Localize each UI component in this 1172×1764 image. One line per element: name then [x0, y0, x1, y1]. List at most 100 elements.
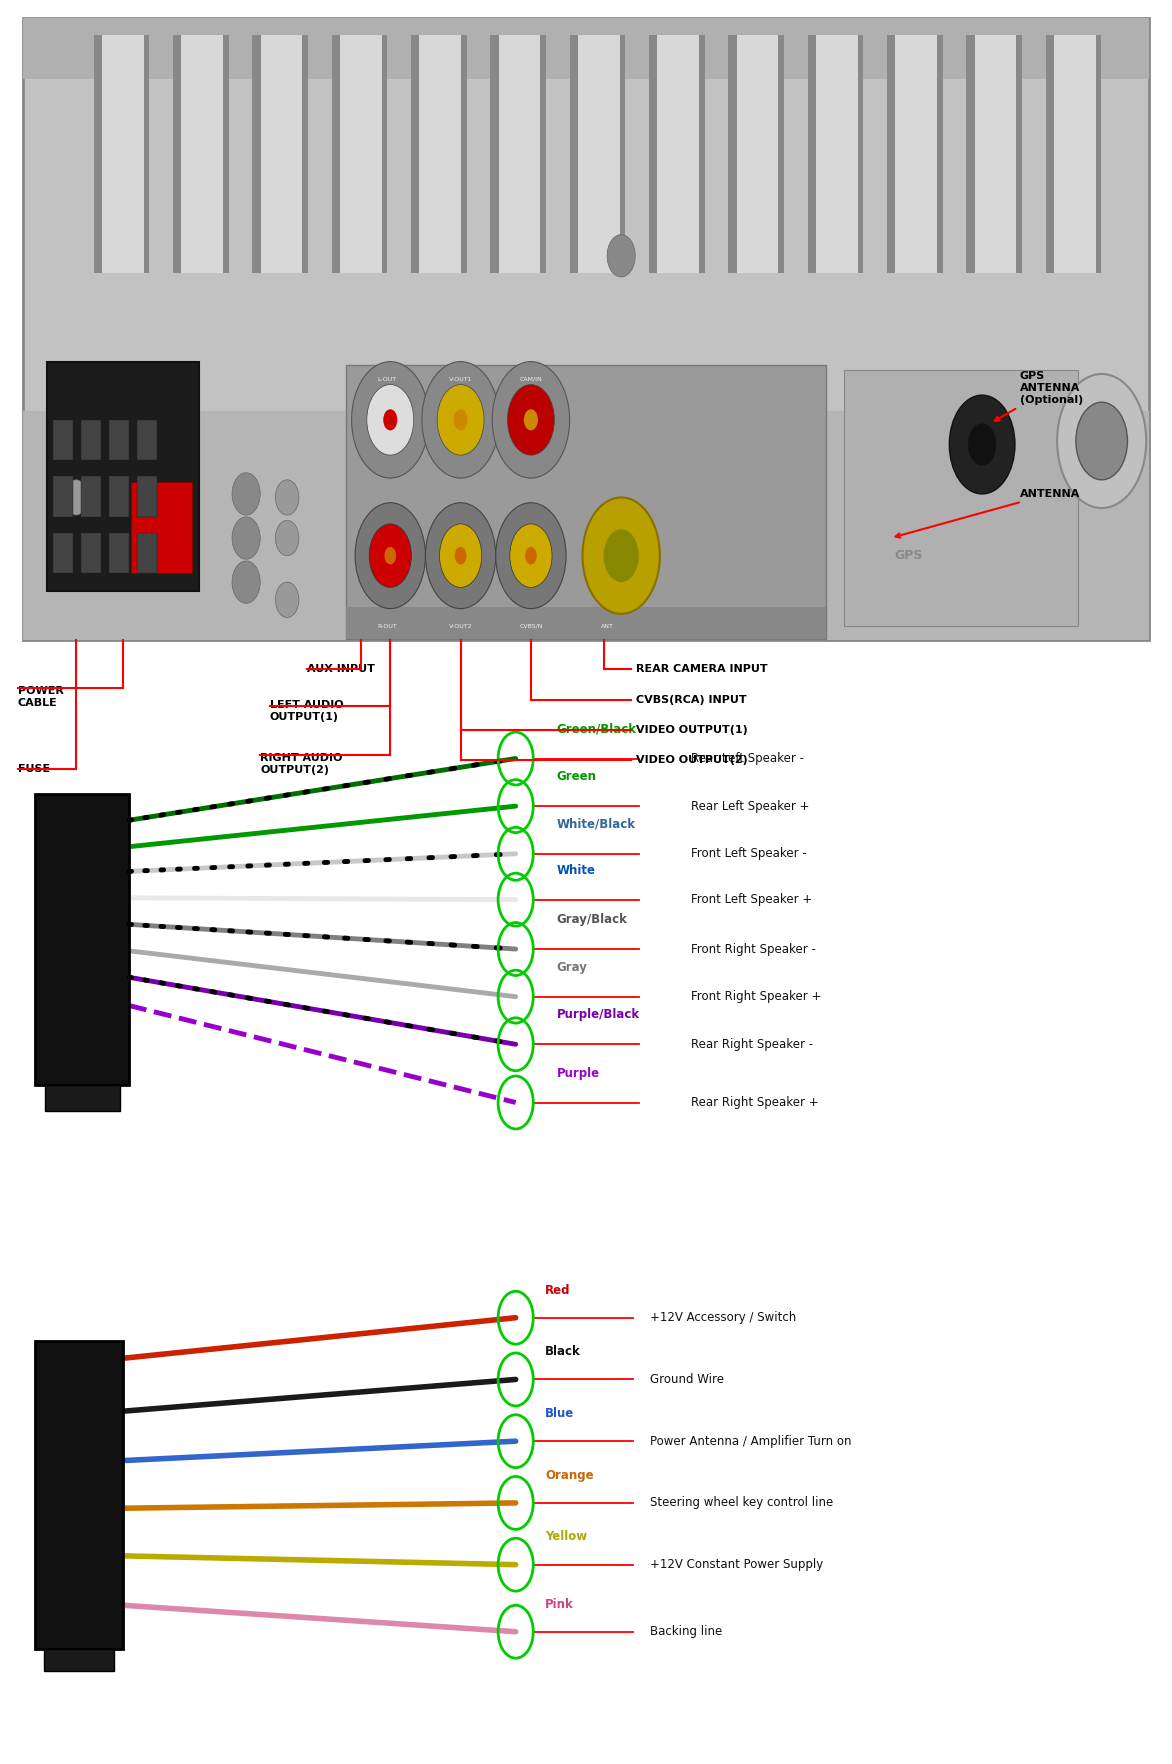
Bar — [895, 35, 938, 273]
Bar — [109, 420, 129, 460]
Text: Green/Black: Green/Black — [557, 723, 636, 736]
Circle shape — [352, 362, 429, 478]
Text: RIGHT AUDIO
OUTPUT(2): RIGHT AUDIO OUTPUT(2) — [260, 753, 342, 774]
Circle shape — [383, 409, 397, 430]
Bar — [346, 365, 826, 639]
Circle shape — [232, 517, 260, 559]
Text: VIDEO OUTPUT(2): VIDEO OUTPUT(2) — [636, 755, 748, 766]
Text: Red: Red — [545, 1284, 571, 1297]
Bar — [499, 35, 540, 273]
Circle shape — [422, 362, 499, 478]
Bar — [1045, 35, 1102, 273]
Bar — [649, 35, 704, 273]
Text: CVBS/N: CVBS/N — [519, 624, 543, 628]
Circle shape — [492, 362, 570, 478]
Circle shape — [507, 385, 554, 455]
Text: Orange: Orange — [545, 1469, 593, 1482]
Circle shape — [949, 395, 1015, 494]
Circle shape — [510, 524, 552, 587]
Circle shape — [582, 497, 660, 614]
Bar — [81, 533, 101, 573]
Bar — [102, 35, 144, 273]
Text: White/Black: White/Black — [557, 818, 635, 831]
Circle shape — [437, 385, 484, 455]
Bar — [420, 35, 461, 273]
Bar — [137, 533, 157, 573]
Text: Rear Left Speaker -: Rear Left Speaker - — [691, 751, 804, 766]
Bar — [729, 35, 784, 273]
Bar — [137, 420, 157, 460]
Circle shape — [525, 547, 537, 564]
Bar — [808, 35, 864, 273]
Text: ANTENNA: ANTENNA — [895, 489, 1081, 538]
Circle shape — [496, 503, 566, 609]
Text: Yellow: Yellow — [545, 1531, 587, 1544]
Bar — [332, 35, 387, 273]
Bar — [975, 35, 1016, 273]
Bar — [182, 35, 223, 273]
Bar — [260, 35, 302, 273]
Bar — [35, 794, 129, 1085]
Bar — [53, 476, 73, 517]
Bar — [844, 370, 1078, 626]
Bar — [570, 35, 626, 273]
Text: Rear Left Speaker +: Rear Left Speaker + — [691, 799, 810, 813]
Circle shape — [425, 503, 496, 609]
Bar — [81, 476, 101, 517]
Text: ANT: ANT — [601, 624, 613, 628]
Circle shape — [455, 547, 466, 564]
Bar — [35, 1341, 123, 1649]
Bar — [887, 35, 942, 273]
Text: Front Left Speaker +: Front Left Speaker + — [691, 893, 812, 907]
Text: CAM/IN: CAM/IN — [519, 377, 543, 381]
Bar — [23, 411, 1149, 640]
Text: White: White — [557, 864, 595, 877]
Text: Green: Green — [557, 771, 597, 783]
Bar — [53, 533, 73, 573]
Circle shape — [64, 480, 88, 515]
Bar — [490, 35, 546, 273]
Bar — [411, 35, 466, 273]
Circle shape — [367, 385, 414, 455]
Text: VIDEO OUTPUT(1): VIDEO OUTPUT(1) — [636, 725, 748, 736]
Circle shape — [369, 524, 411, 587]
Text: Front Right Speaker +: Front Right Speaker + — [691, 990, 822, 1004]
Text: Purple/Black: Purple/Black — [557, 1009, 640, 1021]
Bar — [45, 1085, 120, 1111]
Text: Backing line: Backing line — [650, 1625, 723, 1639]
Bar — [816, 35, 858, 273]
Bar — [346, 607, 826, 639]
Text: POWER
CABLE: POWER CABLE — [18, 686, 63, 707]
Text: REAR CAMERA INPUT: REAR CAMERA INPUT — [636, 663, 768, 674]
Text: GPS: GPS — [894, 549, 922, 563]
Bar — [23, 18, 1149, 640]
Text: FUSE: FUSE — [18, 764, 49, 774]
Bar — [967, 35, 1022, 273]
Bar — [737, 35, 778, 273]
Bar — [578, 35, 620, 273]
Bar — [1054, 35, 1096, 273]
Circle shape — [454, 409, 468, 430]
Text: Ground Wire: Ground Wire — [650, 1372, 724, 1387]
Text: Pink: Pink — [545, 1598, 574, 1611]
Circle shape — [232, 473, 260, 515]
Text: +12V Accessory / Switch: +12V Accessory / Switch — [650, 1311, 797, 1325]
Circle shape — [232, 561, 260, 603]
Text: AUX INPUT: AUX INPUT — [307, 663, 375, 674]
Bar — [173, 35, 229, 273]
Text: LEFT AUDIO
OUTPUT(1): LEFT AUDIO OUTPUT(1) — [270, 700, 343, 721]
Bar — [137, 476, 157, 517]
Text: R-OUT: R-OUT — [377, 624, 396, 628]
Text: Power Antenna / Amplifier Turn on: Power Antenna / Amplifier Turn on — [650, 1434, 852, 1448]
Bar — [94, 35, 149, 273]
Circle shape — [275, 582, 299, 617]
Text: Steering wheel key control line: Steering wheel key control line — [650, 1496, 833, 1510]
Bar — [657, 35, 699, 273]
Bar — [81, 420, 101, 460]
Bar — [23, 18, 1149, 79]
Bar — [109, 533, 129, 573]
Text: +12V Constant Power Supply: +12V Constant Power Supply — [650, 1558, 824, 1572]
Text: CVBS(RCA) INPUT: CVBS(RCA) INPUT — [636, 695, 747, 706]
Circle shape — [275, 480, 299, 515]
Bar — [109, 476, 129, 517]
